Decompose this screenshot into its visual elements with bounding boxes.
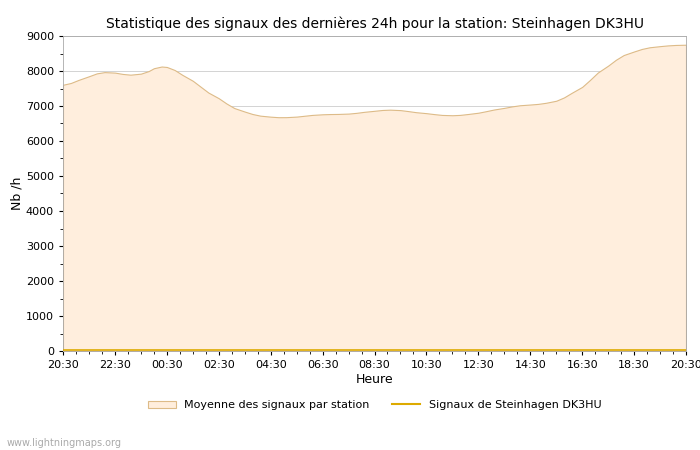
Legend: Moyenne des signaux par station, Signaux de Steinhagen DK3HU: Moyenne des signaux par station, Signaux… (144, 396, 606, 415)
X-axis label: Heure: Heure (356, 373, 393, 386)
Y-axis label: Nb /h: Nb /h (10, 177, 23, 210)
Title: Statistique des signaux des dernières 24h pour la station: Steinhagen DK3HU: Statistique des signaux des dernières 24… (106, 16, 643, 31)
Text: www.lightningmaps.org: www.lightningmaps.org (7, 438, 122, 448)
